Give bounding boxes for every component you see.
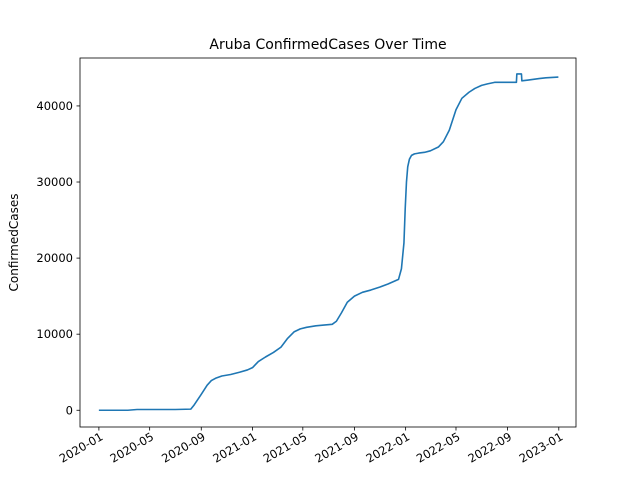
- y-tick-label: 0: [66, 403, 73, 417]
- x-tick-label: 2022-01: [364, 429, 413, 465]
- x-tick-label: 2020-09: [159, 429, 208, 465]
- x-tick-label: 2021-09: [312, 429, 361, 465]
- y-axis-label: ConfirmedCases: [7, 194, 21, 292]
- x-tick-label: 2022-05: [414, 429, 463, 465]
- x-tick-label: 2023-01: [517, 429, 566, 465]
- series-layer: [98, 73, 559, 412]
- x-tick-label: 2020-01: [57, 429, 106, 465]
- plot-background: [80, 58, 576, 427]
- chart-title: Aruba ConfirmedCases Over Time: [209, 37, 446, 53]
- plot-frame: [79, 57, 577, 428]
- x-tick-label: 2021-05: [261, 429, 310, 465]
- y-tick-label: 20000: [36, 251, 73, 265]
- y-tick-label: 30000: [36, 175, 73, 189]
- y-tick-label: 10000: [36, 327, 73, 341]
- y-tick-label: 40000: [36, 99, 73, 113]
- x-tick-label: 2021-01: [210, 429, 259, 465]
- series-line-0: [98, 73, 559, 412]
- x-tick-label: 2020-05: [108, 429, 157, 465]
- x-tick-label: 2022-09: [465, 429, 514, 465]
